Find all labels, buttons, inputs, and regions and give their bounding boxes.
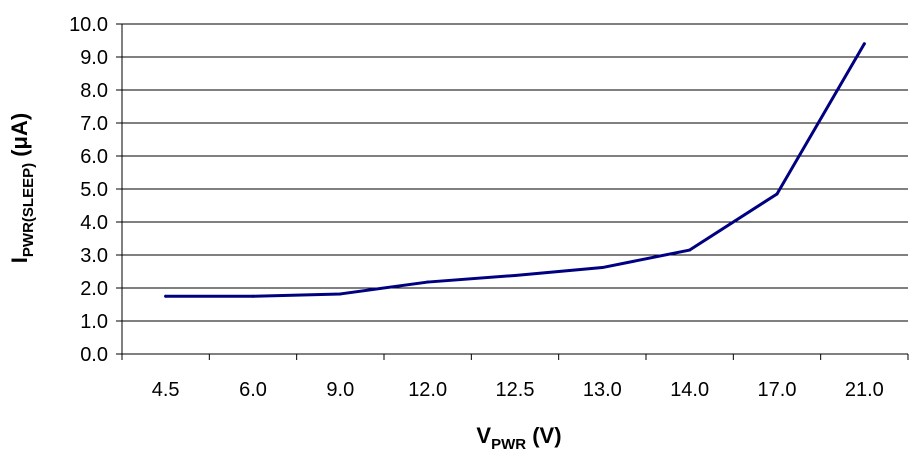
x-axis-title: VPWR (V) <box>476 423 561 452</box>
x-tick-label: 6.0 <box>239 379 267 401</box>
y-tick-label: 10.0 <box>69 14 108 36</box>
data-point <box>338 292 342 296</box>
y-tick-label: 3.0 <box>80 245 108 267</box>
x-tick-label: 9.0 <box>326 379 354 401</box>
y-tick-labels: 0.0 1.0 2.0 3.0 4.0 5.0 6.0 7.0 8.0 9.0 10.0 <box>69 14 108 366</box>
y-tick-label: 8.0 <box>80 80 108 102</box>
y-tick-label: 7.0 <box>80 113 108 135</box>
axes <box>116 23 909 360</box>
data-point <box>688 248 692 252</box>
x-tick-label: 12.5 <box>496 379 535 401</box>
y-tick-label: 2.0 <box>80 278 108 300</box>
data-point <box>862 42 866 46</box>
x-tick-label: 17.0 <box>758 379 797 401</box>
series <box>164 42 866 298</box>
y-tick-label: 4.0 <box>80 212 108 234</box>
y-tick-label: 1.0 <box>80 311 108 333</box>
series-line <box>164 42 866 298</box>
x-tick-label: 13.0 <box>583 379 622 401</box>
x-tick-label: 4.5 <box>152 379 180 401</box>
gridlines <box>122 23 908 322</box>
y-tick-label: 6.0 <box>80 146 108 168</box>
y-tick-label: 9.0 <box>80 47 108 69</box>
data-point <box>426 280 430 284</box>
data-point <box>164 294 168 298</box>
x-tick-label: 21.0 <box>845 379 884 401</box>
data-point <box>251 294 255 298</box>
data-point <box>775 192 779 196</box>
data-point <box>513 273 517 277</box>
x-tick-label: 14.0 <box>670 379 709 401</box>
y-tick-label: 0.0 <box>80 344 108 366</box>
x-tick-labels: 4.5 6.0 9.0 12.0 12.5 13.0 14.0 17.0 21.0 <box>152 379 884 401</box>
data-point <box>600 266 604 270</box>
y-tick-label: 5.0 <box>80 179 108 201</box>
x-tick-label: 12.0 <box>408 379 447 401</box>
y-axis-title: IPWR(SLEEP) (μA) <box>7 113 37 263</box>
